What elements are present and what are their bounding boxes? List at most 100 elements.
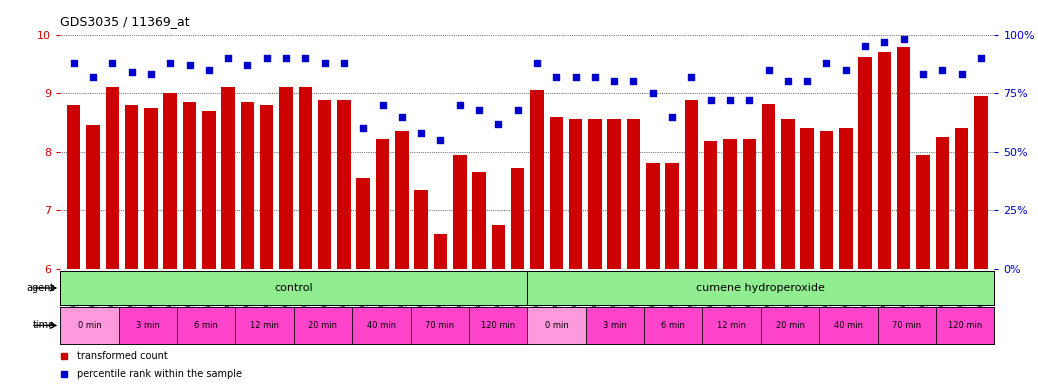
Point <box>663 114 680 120</box>
Bar <box>917 155 930 269</box>
Bar <box>703 307 761 344</box>
Point <box>297 55 313 61</box>
Bar <box>665 164 679 269</box>
Point <box>741 97 758 103</box>
Point <box>452 102 468 108</box>
Text: transformed count: transformed count <box>77 351 167 361</box>
Bar <box>60 271 527 305</box>
Point <box>220 55 237 61</box>
Point <box>606 78 623 84</box>
Point <box>375 102 391 108</box>
Bar <box>897 48 910 269</box>
Text: GDS3035 / 11369_at: GDS3035 / 11369_at <box>60 15 190 28</box>
Point <box>413 130 430 136</box>
Bar <box>762 104 775 269</box>
Point <box>799 78 816 84</box>
Bar <box>955 128 968 269</box>
Bar <box>352 307 411 344</box>
Bar <box>279 87 293 269</box>
Point <box>335 60 352 66</box>
Bar <box>704 141 717 269</box>
Point <box>278 55 295 61</box>
Point <box>393 114 410 120</box>
Text: cumene hydroperoxide: cumene hydroperoxide <box>696 283 825 293</box>
Point <box>548 74 565 80</box>
Point <box>703 97 719 103</box>
Point <box>471 106 488 113</box>
Bar <box>974 96 987 269</box>
Bar <box>395 131 409 269</box>
Bar <box>294 307 352 344</box>
Text: 0 min: 0 min <box>545 321 569 330</box>
Text: 40 min: 40 min <box>366 321 395 330</box>
Text: 20 min: 20 min <box>308 321 337 330</box>
Text: 3 min: 3 min <box>603 321 627 330</box>
Bar <box>67 105 81 269</box>
Bar <box>839 128 852 269</box>
Point <box>490 121 507 127</box>
Bar <box>742 139 756 269</box>
Point <box>896 36 912 42</box>
Bar <box>878 307 936 344</box>
Bar <box>782 119 795 269</box>
Point <box>838 67 854 73</box>
Bar <box>549 117 563 269</box>
Bar <box>511 168 524 269</box>
Text: 40 min: 40 min <box>834 321 863 330</box>
Bar <box>434 234 447 269</box>
Text: 12 min: 12 min <box>717 321 746 330</box>
Point <box>953 71 969 78</box>
Bar <box>492 225 506 269</box>
Point <box>182 62 198 68</box>
Text: 6 min: 6 min <box>661 321 685 330</box>
Text: 20 min: 20 min <box>775 321 804 330</box>
Point <box>625 78 641 84</box>
Point <box>876 38 893 45</box>
Bar <box>607 119 621 269</box>
Point <box>973 55 989 61</box>
Point <box>528 60 545 66</box>
Bar <box>685 100 699 269</box>
Point <box>818 60 835 66</box>
Text: percentile rank within the sample: percentile rank within the sample <box>77 369 242 379</box>
Point <box>432 137 448 143</box>
Text: 70 min: 70 min <box>426 321 455 330</box>
Bar <box>376 139 389 269</box>
Point <box>934 67 951 73</box>
Bar <box>163 93 176 269</box>
Bar <box>472 172 486 269</box>
Point <box>780 78 796 84</box>
Point <box>914 71 931 78</box>
Bar <box>176 307 236 344</box>
Bar <box>356 178 370 269</box>
Bar <box>144 108 158 269</box>
Bar <box>585 307 644 344</box>
Bar <box>935 137 949 269</box>
Bar <box>86 125 100 269</box>
Bar <box>411 307 469 344</box>
Text: 120 min: 120 min <box>481 321 515 330</box>
Bar <box>118 307 176 344</box>
Bar <box>800 128 814 269</box>
Bar <box>337 100 351 269</box>
Bar <box>202 111 216 269</box>
Point <box>85 74 102 80</box>
Text: 6 min: 6 min <box>194 321 218 330</box>
Point <box>142 71 159 78</box>
Text: 70 min: 70 min <box>893 321 922 330</box>
Point <box>856 43 873 50</box>
Bar <box>820 131 834 269</box>
Bar <box>60 307 118 344</box>
Bar <box>299 87 312 269</box>
Point <box>258 55 275 61</box>
Bar <box>106 87 119 269</box>
Point <box>317 60 333 66</box>
Bar <box>646 164 659 269</box>
Point <box>200 67 217 73</box>
Bar <box>221 87 235 269</box>
Bar <box>530 90 544 269</box>
Bar <box>569 119 582 269</box>
Point <box>162 60 179 66</box>
Point <box>683 74 700 80</box>
Point <box>104 60 120 66</box>
